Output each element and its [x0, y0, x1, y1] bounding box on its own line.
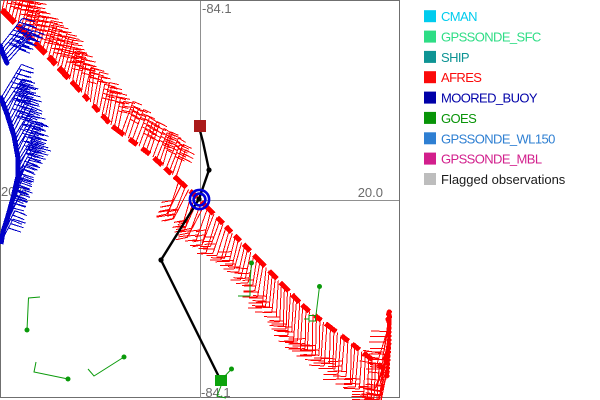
svg-text:SHIP: SHIP: [441, 50, 469, 65]
svg-text:AFRES: AFRES: [441, 70, 482, 85]
svg-text:MOORED_BUOY: MOORED_BUOY: [441, 91, 538, 106]
svg-text:-84.1: -84.1: [202, 1, 232, 16]
svg-text:GOES: GOES: [441, 111, 477, 126]
svg-text:20.0: 20.0: [358, 185, 383, 200]
svg-text:GPSSONDE_MBL: GPSSONDE_MBL: [441, 152, 542, 167]
svg-text:GPSSONDE_SFC: GPSSONDE_SFC: [441, 30, 541, 45]
svg-text:GPSSONDE_WL150: GPSSONDE_WL150: [441, 131, 555, 146]
svg-text:Flagged observations: Flagged observations: [441, 172, 566, 187]
svg-text:CMAN: CMAN: [441, 9, 477, 24]
svg-text:-84.1: -84.1: [201, 385, 231, 400]
